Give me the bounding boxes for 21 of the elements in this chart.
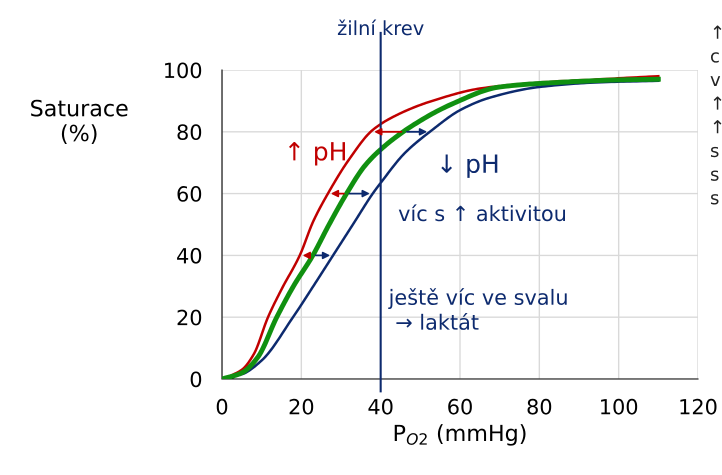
y-tick-label: 20	[178, 310, 202, 326]
x-tick-label: 40	[368, 398, 393, 415]
y-tick-label: 0	[190, 371, 202, 388]
annotation: víc s ↑ aktivitou	[398, 204, 565, 222]
x-tick-label: 0	[216, 398, 228, 415]
x-tick-label: 60	[448, 398, 472, 415]
annotation: ↑ pH	[288, 142, 345, 166]
x-tick-label: 100	[601, 398, 638, 415]
x-axis-title: P$_{O2}$ (mmHg)	[394, 424, 526, 446]
y-tick-label: 40	[177, 248, 202, 264]
y-axis-title: Saturace (%)	[31, 100, 128, 144]
y-tick-label: 100	[165, 62, 202, 78]
x-tick-label: 80	[527, 398, 552, 415]
y-tick-label: 60	[178, 186, 202, 202]
x-tick-label: 120	[680, 398, 716, 415]
text: ↑ c v ↑ ↑ s s s	[710, 25, 722, 205]
annotation: ↓ pH	[441, 154, 498, 178]
x-tick-label: 20	[290, 398, 314, 415]
y-tick-label: 80	[177, 124, 202, 140]
annotation: ještě víc ve svalu → laktát	[388, 288, 567, 330]
ref-line-label: žilní krev	[338, 20, 424, 36]
